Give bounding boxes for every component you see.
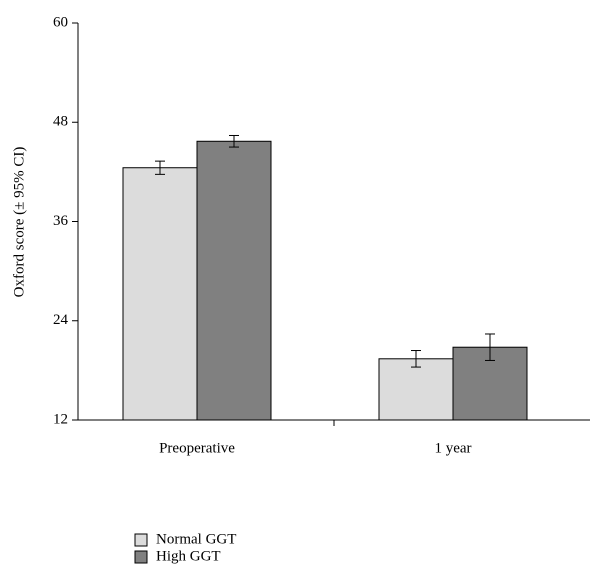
bar — [122, 167, 198, 421]
x-tick-label: 1 year — [434, 440, 471, 456]
y-tick-label: 60 — [53, 14, 68, 30]
y-tick-label: 36 — [53, 213, 69, 229]
y-tick-label: 12 — [53, 411, 68, 427]
legend-label: Normal GGT — [156, 531, 236, 547]
legend-swatch — [134, 550, 148, 564]
error-bar — [155, 160, 165, 175]
bar — [378, 358, 454, 421]
error-bar — [485, 333, 495, 361]
error-bar — [229, 134, 239, 148]
x-tick-label: Preoperative — [159, 440, 235, 456]
y-axis-label: Oxford score (± 95% CI) — [11, 147, 27, 298]
bar — [196, 140, 272, 421]
legend-label: High GGT — [156, 548, 221, 564]
legend-swatch — [134, 533, 148, 547]
y-tick-label: 48 — [53, 114, 68, 130]
error-bar — [411, 350, 421, 368]
y-tick-label: 24 — [53, 312, 69, 328]
